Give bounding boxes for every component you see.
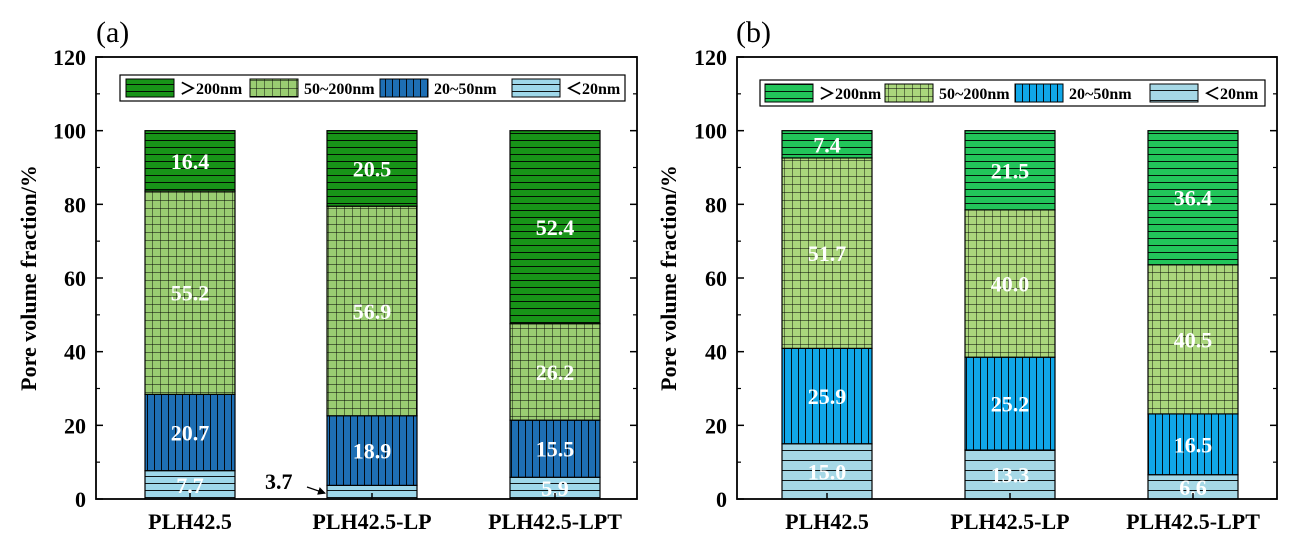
data-label-lt20: 13.3: [991, 463, 1030, 488]
y-tick-label: 0: [75, 487, 86, 512]
x-tick-label: PLH42.5-LP: [312, 509, 431, 534]
data-label-50to200: 56.9: [353, 299, 392, 324]
legend-label-20to50: 20~50nm: [1069, 86, 1132, 103]
data-label-lt20: 3.7: [265, 469, 293, 494]
legend-swatch-lt20: [511, 78, 561, 98]
y-tick-label: 80: [64, 192, 86, 217]
bar-segment-lt20: [964, 449, 1056, 500]
legend-swatch-50to200: [884, 83, 934, 103]
y-tick-label: 40: [64, 340, 86, 365]
bar-segment-50to200: [964, 209, 1056, 358]
legend-swatch-20to50: [1014, 83, 1064, 103]
plot-frame: [736, 56, 1278, 500]
y-tick-label: 20: [64, 413, 86, 438]
y-tick-label: 0: [716, 487, 727, 512]
y-axis-label: Pore volume fraction/%: [656, 165, 681, 391]
data-label-50to200: 40.0: [991, 272, 1030, 297]
legend-label-lt20: ＜20nm: [566, 81, 621, 98]
x-tick-label: PLH42.5: [148, 509, 232, 534]
chart-panel-a: (a) Pore volume fraction/% 0 20 40 60 80 100 120…: [16, 16, 638, 534]
y-tick-label: 20: [705, 413, 727, 438]
bar-segment-20to50: [781, 347, 873, 445]
bar-segment-20to50: [326, 415, 418, 486]
data-label-50to200: 55.2: [171, 281, 210, 306]
y-axis-label: Pore volume fraction/%: [16, 165, 41, 391]
data-label-20to50: 20.7: [171, 421, 210, 446]
legend-label-50to200: 50~200nm: [939, 86, 1010, 103]
data-label-gt200: 20.5: [353, 156, 392, 181]
legend-label-gt200: ＞200nm: [819, 86, 882, 103]
legend-swatch-lt20: [1149, 83, 1199, 103]
y-tick-label: 60: [64, 266, 86, 291]
data-label-20to50: 25.2: [991, 392, 1030, 417]
data-label-20to50: 16.5: [1174, 432, 1213, 457]
legend-label-lt20: ＜20nm: [1204, 86, 1259, 103]
legend-swatch-50to200: [249, 78, 299, 98]
data-label-50to200: 26.2: [536, 360, 575, 385]
bar-segment-20to50: [964, 356, 1056, 451]
chart-panel-b: (b) Pore volume fraction/% 0 20 40 60 80 100 120…: [656, 16, 1278, 534]
bar-segment-50to200: [326, 205, 418, 417]
data-label-50to200: 51.7: [808, 241, 847, 266]
y-tick-label: 120: [53, 45, 86, 70]
legend-label-gt200: ＞200nm: [180, 81, 243, 98]
legend-label-20to50: 20~50nm: [434, 81, 497, 98]
data-label-arrow: [306, 486, 326, 495]
data-label-gt200: 16.4: [171, 149, 210, 174]
bar-segment-gt200: [509, 130, 601, 325]
bar-segment-gt200: [964, 130, 1056, 211]
bar-segment-gt200: [781, 130, 873, 159]
bar-segment-20to50: [509, 419, 601, 478]
bar-segment-50to200: [1147, 264, 1239, 415]
legend-swatch-20to50: [379, 78, 429, 98]
data-label-20to50: 15.5: [536, 437, 575, 462]
bar-segment-gt200: [326, 130, 418, 207]
legend-swatch-gt200: [764, 83, 814, 103]
bar-segment-gt200: [1147, 130, 1239, 266]
y-tick-label: 60: [705, 266, 727, 291]
bar-segment-20to50: [1147, 413, 1239, 476]
data-label-20to50: 18.9: [353, 439, 392, 464]
plot-frame: [95, 56, 638, 500]
bar-segment-20to50: [144, 393, 236, 472]
x-tick-label: PLH42.5: [785, 509, 869, 534]
data-label-gt200: 7.4: [813, 132, 841, 157]
legend-label-50to200: 50~200nm: [304, 81, 375, 98]
data-label-gt200: 52.4: [536, 215, 575, 240]
y-tick-label: 80: [705, 192, 727, 217]
data-label-gt200: 36.4: [1174, 186, 1213, 211]
panel-label: (b): [736, 16, 771, 49]
data-label-50to200: 40.5: [1174, 327, 1213, 352]
x-tick-label: PLH42.5-LPT: [488, 509, 622, 534]
data-label-gt200: 21.5: [991, 158, 1030, 183]
y-tick-label: 40: [705, 340, 727, 365]
y-tick-label: 100: [694, 119, 727, 144]
y-tick-label: 100: [53, 119, 86, 144]
panel-label: (a): [96, 16, 129, 49]
legend-swatch-gt200: [125, 78, 175, 98]
x-tick-label: PLH42.5-LPT: [1126, 509, 1260, 534]
bar-segment-gt200: [144, 130, 236, 192]
y-tick-label: 120: [694, 45, 727, 70]
x-tick-label: PLH42.5-LP: [950, 509, 1069, 534]
data-label-20to50: 25.9: [808, 384, 847, 409]
data-label-lt20: 15.0: [808, 459, 847, 484]
